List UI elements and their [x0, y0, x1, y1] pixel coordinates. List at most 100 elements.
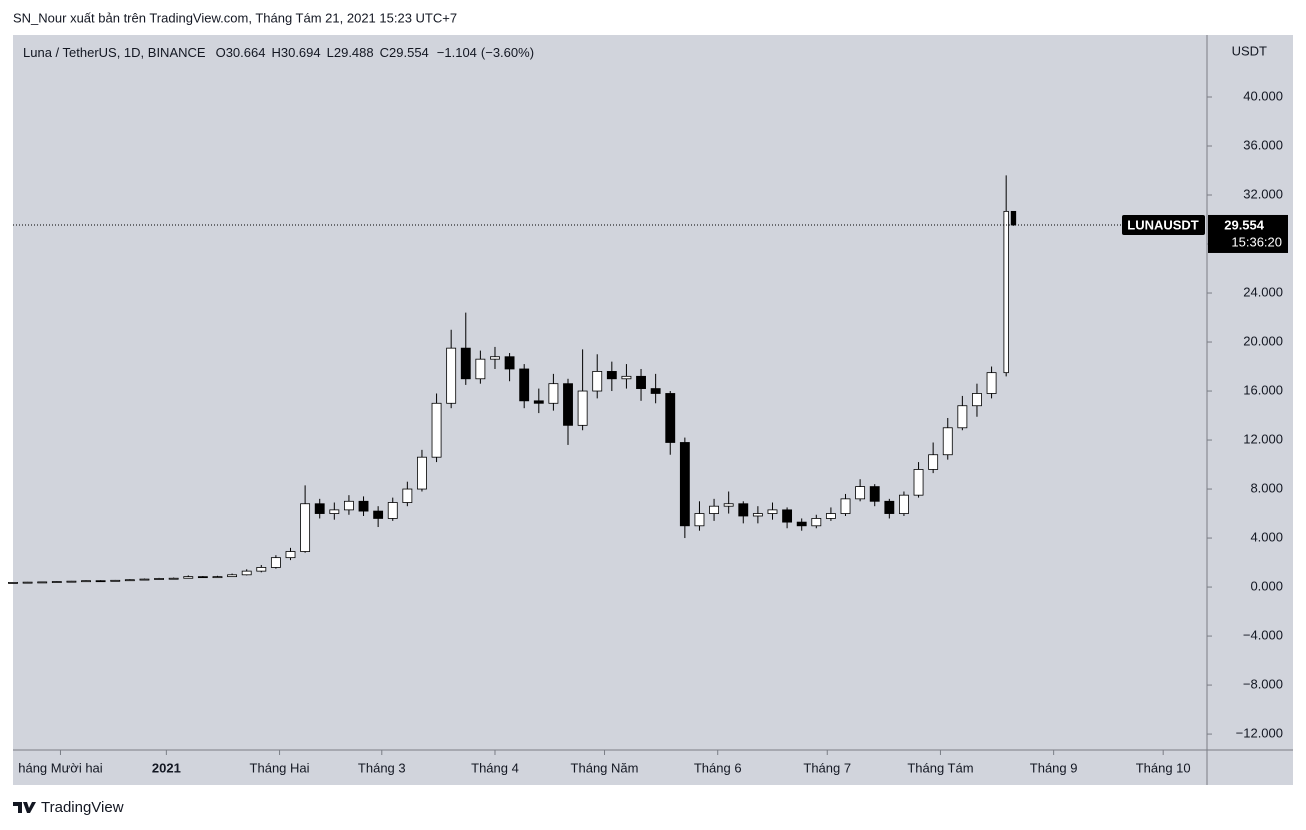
candle-body [679, 442, 690, 527]
candle-body [825, 513, 836, 519]
ohlc-label: H [271, 45, 280, 60]
candle-body [548, 383, 559, 404]
candle-body [913, 469, 924, 496]
candle-body [37, 581, 48, 584]
candle-body [942, 427, 953, 456]
candle-body [387, 502, 398, 519]
candle-body [343, 500, 354, 511]
candle-body [694, 513, 705, 527]
ohlc-label: C [380, 45, 389, 60]
candle-body [300, 503, 311, 552]
ohlc-value: 30.694 [281, 45, 321, 60]
candle-body [329, 509, 340, 514]
y-tick-label: 4.000 [1250, 529, 1283, 544]
currency-label: USDT [1232, 43, 1267, 58]
symbol-description: Luna / TetherUS, 1D, BINANCE [23, 45, 206, 60]
symbol-label: LUNAUSDT [1127, 217, 1199, 232]
y-tick-label: −12.000 [1236, 726, 1283, 741]
candle-body [402, 488, 413, 503]
candle-body [767, 509, 778, 514]
candle-body [855, 486, 866, 500]
y-tick-label: 16.000 [1243, 382, 1283, 397]
candle-body [621, 375, 632, 380]
candle-body [519, 368, 530, 402]
candle-body [796, 521, 807, 527]
x-tick-label: Tháng Hai [250, 760, 310, 775]
last-price-label: 29.554 [1224, 217, 1265, 232]
candle-body [709, 505, 719, 514]
candle-body [124, 579, 135, 582]
candle-body [358, 500, 369, 512]
candle-body [241, 570, 252, 576]
candle-body [285, 551, 296, 559]
x-tick-label: Tháng 4 [471, 760, 519, 775]
candle-body [869, 486, 880, 502]
ohlc-label: L [327, 45, 334, 60]
candle-body [256, 567, 267, 572]
x-tick-label: Tháng 9 [1030, 760, 1078, 775]
candle-body [957, 405, 968, 429]
candles [8, 175, 1017, 584]
ohlc-value: 29.488 [334, 45, 374, 60]
chart-title: Luna / TetherUS, 1D, BINANCE O30.664 H30.6… [23, 45, 534, 60]
footer-logo: TradingView [13, 799, 124, 816]
footer-text: TradingView [41, 799, 124, 816]
candle-body [986, 372, 997, 394]
candle-body [314, 503, 325, 514]
candle-body [899, 494, 909, 514]
candle-body [752, 513, 763, 517]
candle-body [373, 510, 384, 519]
change-pct: (−3.60%) [481, 45, 534, 60]
candle-body [227, 574, 238, 578]
candle-body [665, 393, 676, 443]
ohlc-value: 30.664 [226, 45, 266, 60]
candle-body [928, 454, 939, 470]
chart-background [13, 35, 1293, 785]
y-tick-label: −4.000 [1243, 627, 1283, 642]
candle-body [782, 509, 793, 523]
y-tick-label: 32.000 [1243, 186, 1283, 201]
candle-body [1003, 210, 1009, 374]
x-tick-label: Tháng 10 [1136, 760, 1191, 775]
y-tick-label: 36.000 [1243, 137, 1283, 152]
candle-body [22, 581, 33, 584]
candle-body [606, 371, 617, 380]
x-tick-label: Tháng Tám [907, 760, 973, 775]
ohlc-label: O [216, 45, 226, 60]
candle-body [636, 375, 646, 389]
price-box [1208, 214, 1288, 253]
candle-body [66, 580, 77, 583]
candle-body [650, 388, 661, 394]
y-tick-label: 40.000 [1243, 88, 1283, 103]
x-tick-label: Tháng Năm [571, 760, 639, 775]
candle-body [504, 356, 515, 370]
countdown: 15:36:20 [1231, 234, 1282, 249]
change: −1.104 [437, 45, 477, 60]
x-tick-label: háng Mười hai [18, 760, 103, 775]
candle-body [431, 402, 442, 458]
candle-body [197, 576, 208, 579]
y-tick-label: 24.000 [1243, 284, 1283, 299]
x-tick-label: Tháng 3 [358, 760, 406, 775]
candle-body [8, 581, 18, 584]
logo-icon [13, 802, 36, 813]
y-tick-label: −8.000 [1243, 677, 1283, 692]
candle-body [475, 358, 486, 380]
x-tick-label: 2021 [152, 760, 181, 775]
candle-body [577, 390, 588, 426]
candle-body [972, 393, 982, 407]
candle-body [183, 576, 194, 579]
candle-body [81, 580, 91, 583]
candle-body [270, 557, 281, 568]
x-axis: háng Mười hai 2021 Tháng Hai Tháng 3 Tháng 4… [18, 750, 1191, 775]
candle-body [592, 371, 603, 392]
candle-body [212, 576, 223, 579]
candle-body [840, 498, 851, 514]
candle-body [154, 578, 164, 580]
candle-body [460, 347, 471, 380]
candle-body [1010, 210, 1017, 226]
y-tick-label: 8.000 [1250, 480, 1283, 495]
candle-body [168, 577, 179, 580]
